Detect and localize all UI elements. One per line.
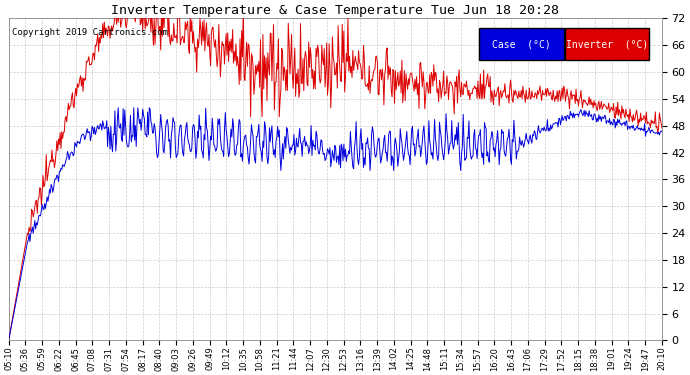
Text: Inverter  (°C): Inverter (°C) <box>566 39 648 49</box>
Text: Copyright 2019 Cartronics.com: Copyright 2019 Cartronics.com <box>12 28 168 37</box>
Text: Case  (°C): Case (°C) <box>492 39 551 49</box>
Title: Inverter Temperature & Case Temperature Tue Jun 18 20:28: Inverter Temperature & Case Temperature … <box>111 4 560 17</box>
FancyBboxPatch shape <box>564 28 649 60</box>
FancyBboxPatch shape <box>479 28 564 60</box>
